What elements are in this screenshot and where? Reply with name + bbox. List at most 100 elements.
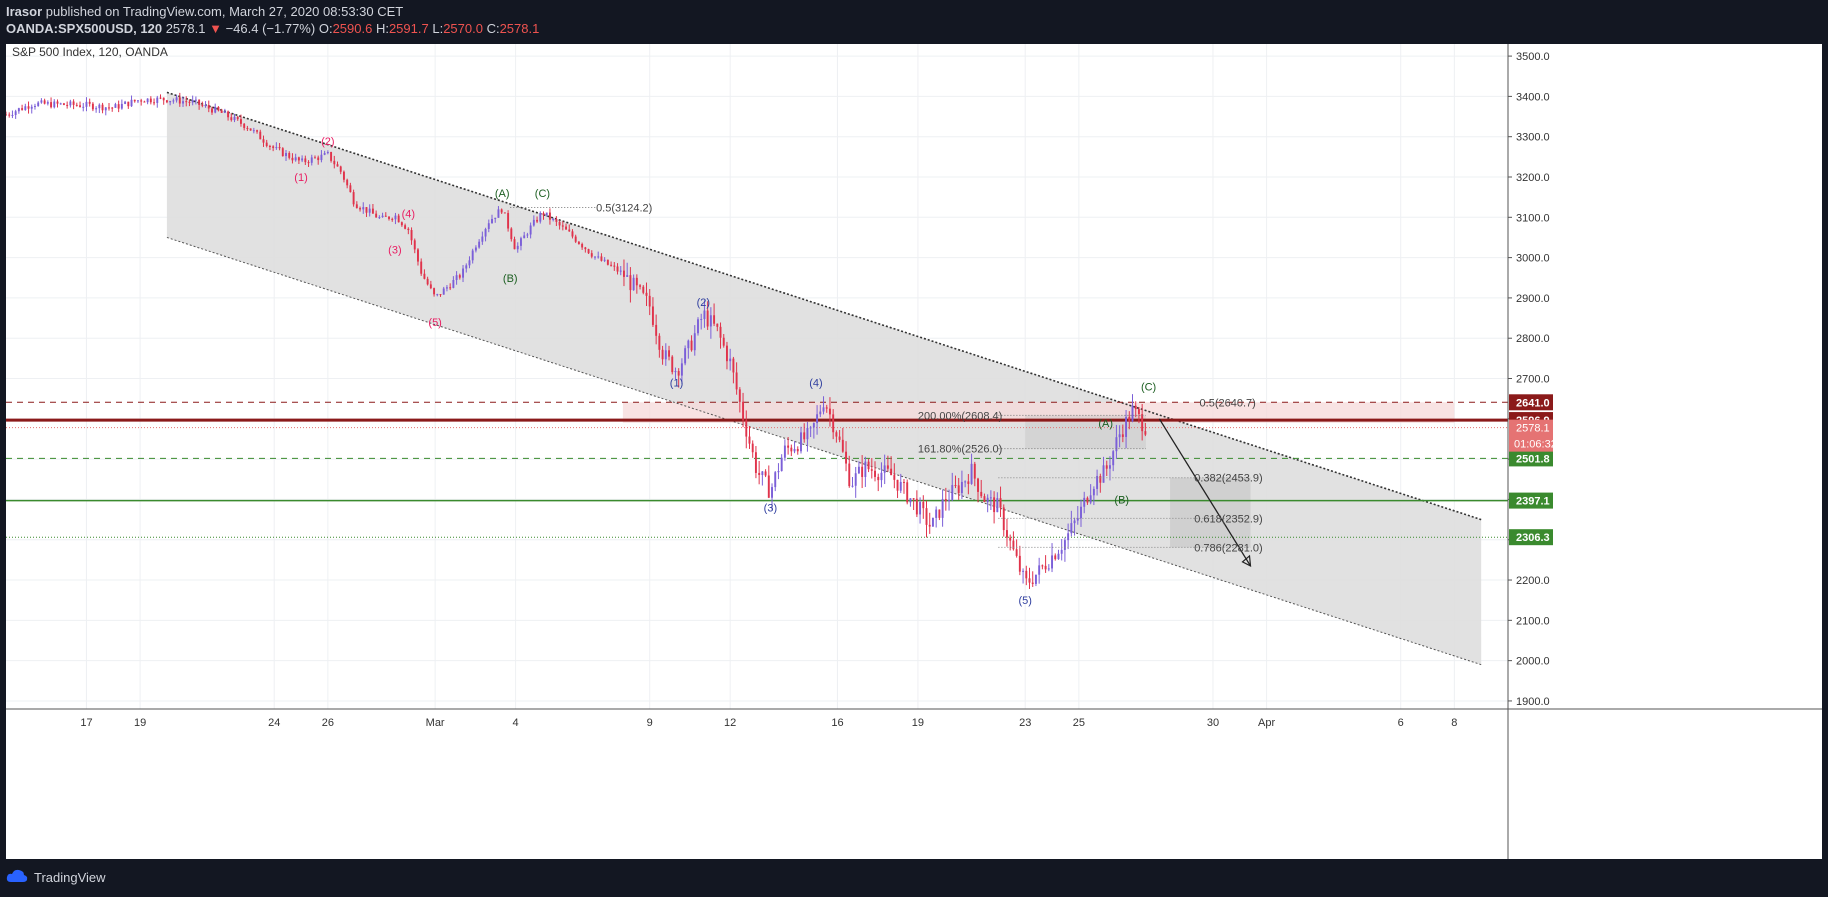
- price-change: −46.4 (−1.77%): [225, 21, 316, 36]
- candle-body: [912, 498, 915, 500]
- candle-body: [648, 295, 651, 307]
- candle-body: [822, 407, 825, 412]
- time-tick-label: Apr: [1258, 717, 1275, 729]
- candle-body: [429, 284, 432, 289]
- candle-body: [149, 98, 152, 103]
- candle-body: [941, 499, 944, 518]
- price-chart[interactable]: 0.5(3124.2)0.5(2640.7)200.00%(2608.4)161…: [6, 44, 1822, 859]
- candle-body: [59, 103, 62, 105]
- candle-body: [668, 350, 670, 357]
- candle-body: [140, 100, 143, 102]
- candle-body: [481, 236, 484, 242]
- price-tag-label: 2641.0: [1516, 397, 1550, 409]
- candle-body: [645, 292, 648, 296]
- candle-body: [281, 148, 284, 157]
- candle-body: [88, 101, 91, 104]
- candle-body: [565, 226, 567, 230]
- candle-body: [136, 100, 139, 102]
- candle-body: [629, 275, 632, 291]
- candle-body: [639, 285, 642, 287]
- candle-body: [690, 340, 693, 351]
- candle-body: [619, 270, 622, 272]
- price-tick-label: 2000.0: [1516, 656, 1550, 668]
- tradingview-brand[interactable]: TradingView: [6, 869, 106, 886]
- candle-body: [165, 100, 168, 103]
- candle-body: [1102, 465, 1105, 483]
- candle-body: [468, 260, 471, 266]
- candle-body: [426, 278, 429, 285]
- candle-body: [809, 427, 812, 429]
- candle-body: [465, 265, 468, 269]
- candle-body: [845, 451, 848, 464]
- candle-body: [397, 215, 400, 223]
- last-price: 2578.1: [165, 21, 206, 36]
- fib-label: 0.5(2640.7): [1200, 397, 1256, 409]
- published-text: published on TradingView.com, March 27, …: [42, 4, 404, 19]
- time-tick-label: 24: [268, 717, 280, 729]
- candle-body: [790, 447, 793, 452]
- candle-body: [1006, 530, 1008, 538]
- candle-body: [153, 102, 156, 104]
- footer: TradingView: [0, 859, 1828, 897]
- fib-label: 161.80%(2526.0): [918, 444, 1002, 456]
- wave-label: (A): [495, 188, 510, 200]
- candle-body: [806, 428, 809, 440]
- candle-body: [906, 482, 909, 503]
- candle-body: [581, 243, 584, 248]
- candle-body: [854, 473, 857, 486]
- candle-body: [43, 100, 46, 104]
- candle-body: [597, 256, 600, 258]
- candle-body: [420, 261, 423, 274]
- candle-body: [1034, 574, 1037, 584]
- candle-body: [700, 319, 703, 321]
- candle-body: [11, 114, 14, 116]
- candle-body: [410, 230, 413, 241]
- candle-body: [1060, 549, 1063, 554]
- price-tick-label: 3000.0: [1516, 253, 1550, 265]
- candle-body: [680, 363, 683, 376]
- candle-body: [365, 207, 368, 213]
- candle-body: [523, 235, 526, 239]
- candle-body: [967, 481, 970, 484]
- author-name[interactable]: Irasor: [6, 4, 43, 19]
- candle-body: [400, 222, 403, 226]
- candle-body: [156, 97, 159, 103]
- candle-body: [288, 153, 291, 158]
- candle-body: [999, 498, 1002, 508]
- candle-body: [803, 432, 806, 440]
- candle-body: [162, 97, 165, 101]
- candle-body: [584, 247, 587, 250]
- candle-body: [796, 449, 799, 452]
- candle-body: [561, 225, 564, 227]
- price-tick-label: 3400.0: [1516, 91, 1550, 103]
- price-tick-label: 3100.0: [1516, 212, 1550, 224]
- resistance-zone: [622, 402, 1455, 423]
- chart-panel[interactable]: 0.5(3124.2) 0.5(2640.7) 200.00%(2608.4) 161…: [6, 44, 1822, 859]
- candle-body: [294, 157, 297, 161]
- time-tick-label: 30: [1207, 717, 1219, 729]
- high-value: 2591.7: [388, 21, 429, 36]
- candle-body: [1012, 540, 1015, 550]
- candle-body: [497, 209, 500, 218]
- candle-body: [37, 102, 40, 106]
- candle-body: [590, 253, 593, 257]
- symbol-label[interactable]: OANDA:SPX500USD, 120: [6, 21, 163, 36]
- candle-body: [896, 479, 899, 491]
- fib-label: 200.00%(2608.4): [918, 410, 1002, 422]
- candle-body: [1099, 475, 1102, 483]
- candle-body: [265, 142, 268, 146]
- candle-body: [24, 106, 27, 110]
- candle-body: [317, 157, 320, 161]
- candle-body: [1128, 416, 1131, 422]
- candle-body: [101, 104, 104, 111]
- candle-body: [996, 498, 999, 513]
- candle-body: [835, 432, 838, 437]
- candle-body: [394, 215, 397, 220]
- candle-body: [507, 213, 510, 229]
- candle-body: [249, 128, 252, 131]
- candle-body: [1141, 414, 1144, 432]
- wave-label: (4): [402, 208, 415, 220]
- candle-body: [1137, 409, 1140, 415]
- candle-body: [359, 208, 362, 210]
- candle-body: [548, 212, 551, 220]
